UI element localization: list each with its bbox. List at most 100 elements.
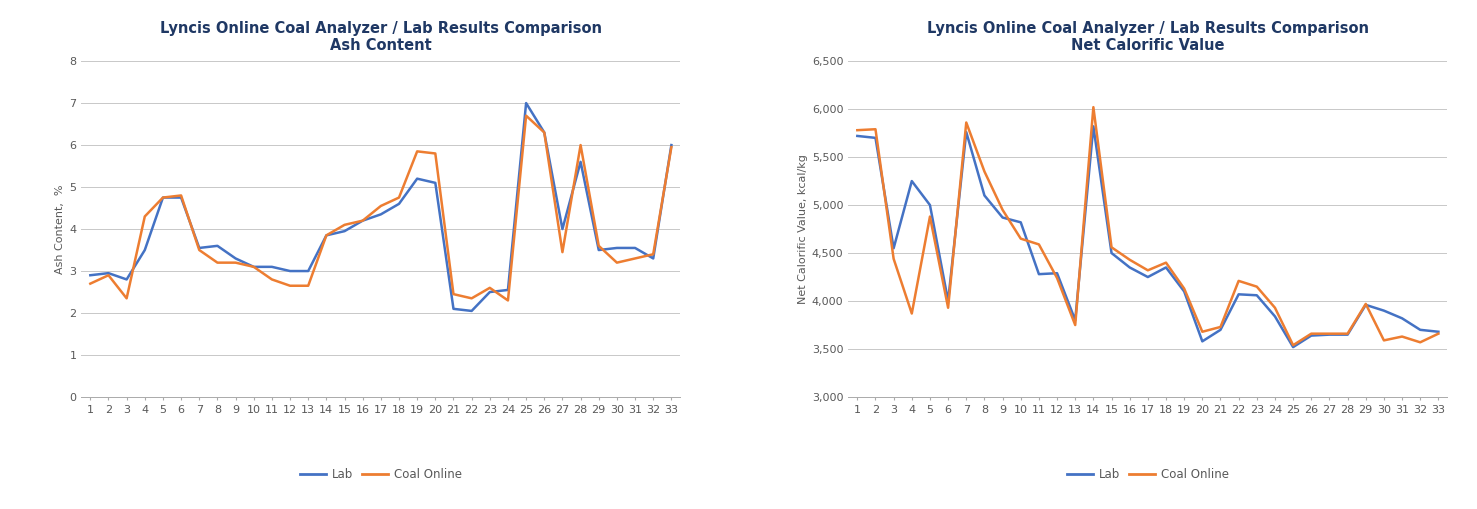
Lab xyxy=(173,194,191,201)
Lab xyxy=(1285,344,1303,350)
Coal Online xyxy=(885,256,902,262)
Lab xyxy=(1049,270,1066,276)
Lab xyxy=(1012,219,1029,225)
Coal Online xyxy=(867,126,885,132)
Lab xyxy=(922,202,939,208)
Coal Online xyxy=(1066,322,1084,328)
Coal Online xyxy=(462,295,480,301)
Coal Online xyxy=(1412,340,1430,346)
Coal Online xyxy=(1430,331,1447,337)
Coal Online xyxy=(1012,236,1029,242)
Lab xyxy=(482,289,499,295)
Lab xyxy=(994,214,1012,220)
Lab xyxy=(408,176,425,182)
Lab xyxy=(1066,317,1084,323)
Coal Online xyxy=(226,260,244,266)
Coal Online xyxy=(482,285,499,291)
Coal Online xyxy=(99,272,117,278)
Lab xyxy=(191,245,208,251)
Coal Online xyxy=(173,192,191,199)
Lab xyxy=(663,142,681,148)
Coal Online xyxy=(372,203,390,209)
Coal Online xyxy=(281,282,298,289)
Lab xyxy=(867,135,885,141)
Y-axis label: Ash Content,  %: Ash Content, % xyxy=(55,184,65,274)
Lab xyxy=(902,178,920,184)
Lab xyxy=(445,306,462,312)
Coal Online xyxy=(208,260,226,266)
Coal Online xyxy=(1176,286,1193,292)
Coal Online xyxy=(1029,241,1047,247)
Coal Online xyxy=(300,282,318,289)
Lab xyxy=(1103,250,1121,256)
Y-axis label: Net Calorific Value, kcal/kg: Net Calorific Value, kcal/kg xyxy=(798,154,808,304)
Coal Online xyxy=(626,256,644,262)
Lab xyxy=(318,232,335,238)
Coal Online xyxy=(1211,324,1229,330)
Lab xyxy=(957,129,975,135)
Lab xyxy=(245,264,263,270)
Coal Online xyxy=(191,247,208,253)
Lab xyxy=(354,217,372,223)
Coal Online xyxy=(1266,305,1284,311)
Lab xyxy=(1412,327,1430,333)
Coal Online xyxy=(318,232,335,238)
Lab xyxy=(848,133,866,139)
Coal Online xyxy=(939,305,957,311)
Lab xyxy=(1230,291,1248,297)
Coal Online xyxy=(154,194,171,201)
Lab xyxy=(1029,271,1047,277)
Lab xyxy=(1357,302,1375,308)
Coal Online xyxy=(427,151,445,157)
Coal Online xyxy=(1303,331,1320,337)
Lab xyxy=(154,194,171,201)
Lab xyxy=(1320,331,1338,337)
Coal Online xyxy=(976,168,994,175)
Coal Online xyxy=(1338,331,1356,337)
Coal Online xyxy=(390,194,408,201)
Lab xyxy=(589,247,607,253)
Coal Online xyxy=(1049,275,1066,281)
Lab xyxy=(226,256,244,262)
Lab xyxy=(462,308,480,314)
Lab xyxy=(1156,264,1174,270)
Coal Online xyxy=(1103,244,1121,250)
Coal Online xyxy=(902,310,920,317)
Coal Online xyxy=(1121,257,1139,263)
Lab xyxy=(1248,292,1266,298)
Lab xyxy=(976,192,994,199)
Title: Lyncis Online Coal Analyzer / Lab Results Comparison
Net Calorific Value: Lyncis Online Coal Analyzer / Lab Result… xyxy=(928,20,1369,53)
Lab xyxy=(885,245,902,251)
Coal Online xyxy=(1230,278,1248,284)
Coal Online xyxy=(1084,104,1102,110)
Lab xyxy=(136,247,154,253)
Coal Online xyxy=(644,251,662,258)
Lab xyxy=(499,287,517,293)
Coal Online xyxy=(445,291,462,297)
Line: Lab: Lab xyxy=(90,103,672,311)
Lab xyxy=(208,243,226,249)
Lab xyxy=(572,159,589,165)
Lab xyxy=(1303,332,1320,338)
Lab xyxy=(118,276,136,282)
Lab xyxy=(1375,307,1393,314)
Coal Online xyxy=(408,148,425,154)
Coal Online xyxy=(609,260,626,266)
Coal Online xyxy=(535,129,552,135)
Lab xyxy=(1121,264,1139,270)
Lab xyxy=(609,245,626,251)
Lab xyxy=(939,298,957,304)
Coal Online xyxy=(1193,329,1211,335)
Lab xyxy=(1211,327,1229,333)
Coal Online xyxy=(1139,267,1156,273)
Lab xyxy=(644,256,662,262)
Lab xyxy=(626,245,644,251)
Coal Online xyxy=(663,144,681,150)
Coal Online xyxy=(1285,342,1303,348)
Lab xyxy=(300,268,318,274)
Coal Online xyxy=(517,112,535,119)
Coal Online xyxy=(572,142,589,148)
Coal Online xyxy=(848,127,866,133)
Coal Online xyxy=(589,243,607,249)
Coal Online xyxy=(957,120,975,126)
